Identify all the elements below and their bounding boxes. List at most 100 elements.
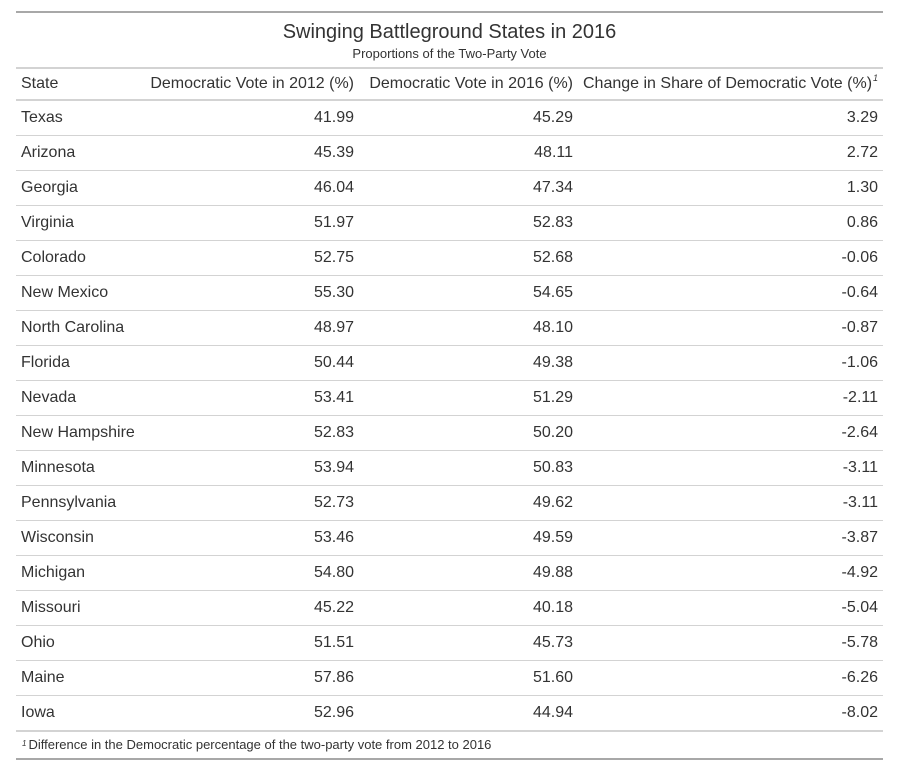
cell-state: Iowa: [16, 695, 140, 732]
cell-change: -5.78: [578, 625, 883, 661]
cell-dem-2016: 49.62: [359, 485, 578, 521]
cell-dem-2016: 49.88: [359, 555, 578, 591]
table-heading: Swinging Battleground States in 2016 Pro…: [16, 11, 883, 69]
cell-change: -1.06: [578, 345, 883, 381]
cell-state: Minnesota: [16, 450, 140, 486]
cell-change: -0.06: [578, 240, 883, 276]
cell-dem-2012: 57.86: [140, 660, 359, 696]
table-row: Missouri 45.22 40.18 -5.04: [16, 590, 883, 626]
cell-state: Arizona: [16, 135, 140, 171]
column-header-dem-2012: Democratic Vote in 2012 (%): [140, 69, 359, 101]
results-table: State Democratic Vote in 2012 (%) Democr…: [16, 69, 883, 732]
cell-dem-2016: 52.83: [359, 205, 578, 241]
cell-dem-2016: 40.18: [359, 590, 578, 626]
cell-dem-2012: 52.83: [140, 415, 359, 451]
cell-change: -0.64: [578, 275, 883, 311]
cell-change: -2.64: [578, 415, 883, 451]
cell-dem-2016: 45.73: [359, 625, 578, 661]
footnote-marker: 1: [873, 73, 879, 83]
cell-change: -3.11: [578, 450, 883, 486]
cell-change: -3.11: [578, 485, 883, 521]
cell-state: Ohio: [16, 625, 140, 661]
cell-dem-2012: 45.39: [140, 135, 359, 171]
cell-state: Georgia: [16, 170, 140, 206]
cell-dem-2012: 46.04: [140, 170, 359, 206]
column-header-dem-2016: Democratic Vote in 2016 (%): [359, 69, 578, 101]
column-header-state: State: [16, 69, 140, 101]
cell-dem-2012: 41.99: [140, 100, 359, 136]
table-row: New Hampshire 52.83 50.20 -2.64: [16, 415, 883, 451]
cell-dem-2016: 47.34: [359, 170, 578, 206]
cell-dem-2012: 54.80: [140, 555, 359, 591]
cell-change: -4.92: [578, 555, 883, 591]
cell-change: 3.29: [578, 100, 883, 136]
cell-state: Texas: [16, 100, 140, 136]
cell-dem-2016: 49.38: [359, 345, 578, 381]
table-row: Ohio 51.51 45.73 -5.78: [16, 625, 883, 661]
cell-state: New Mexico: [16, 275, 140, 311]
table-row: Georgia 46.04 47.34 1.30: [16, 170, 883, 206]
cell-dem-2012: 53.94: [140, 450, 359, 486]
cell-dem-2012: 52.73: [140, 485, 359, 521]
cell-dem-2016: 48.10: [359, 310, 578, 346]
cell-state: New Hampshire: [16, 415, 140, 451]
cell-change: 0.86: [578, 205, 883, 241]
cell-change: -5.04: [578, 590, 883, 626]
cell-dem-2016: 51.29: [359, 380, 578, 416]
cell-dem-2012: 50.44: [140, 345, 359, 381]
cell-state: Nevada: [16, 380, 140, 416]
table-row: Virginia 51.97 52.83 0.86: [16, 205, 883, 241]
table-row: Colorado 52.75 52.68 -0.06: [16, 240, 883, 276]
cell-dem-2012: 53.46: [140, 520, 359, 556]
table-title: Swinging Battleground States in 2016: [282, 21, 617, 43]
table-row: Minnesota 53.94 50.83 -3.11: [16, 450, 883, 486]
table-subtitle: Proportions of the Two-Party Vote: [352, 46, 547, 61]
cell-change: 2.72: [578, 135, 883, 171]
cell-change: -6.26: [578, 660, 883, 696]
cell-change: -2.11: [578, 380, 883, 416]
cell-dem-2016: 50.83: [359, 450, 578, 486]
cell-state: Maine: [16, 660, 140, 696]
column-header-row: State Democratic Vote in 2012 (%) Democr…: [16, 69, 883, 101]
table-row: Michigan 54.80 49.88 -4.92: [16, 555, 883, 591]
cell-state: Florida: [16, 345, 140, 381]
cell-dem-2012: 55.30: [140, 275, 359, 311]
table-row: North Carolina 48.97 48.10 -0.87: [16, 310, 883, 346]
table-row: Maine 57.86 51.60 -6.26: [16, 660, 883, 696]
cell-change: 1.30: [578, 170, 883, 206]
cell-state: Michigan: [16, 555, 140, 591]
cell-state: Pennsylvania: [16, 485, 140, 521]
cell-state: Missouri: [16, 590, 140, 626]
cell-dem-2012: 51.97: [140, 205, 359, 241]
cell-change: -3.87: [578, 520, 883, 556]
table-row: Nevada 53.41 51.29 -2.11: [16, 380, 883, 416]
table-row: Arizona 45.39 48.11 2.72: [16, 135, 883, 171]
cell-dem-2012: 52.75: [140, 240, 359, 276]
table-row: Wisconsin 53.46 49.59 -3.87: [16, 520, 883, 556]
cell-dem-2012: 51.51: [140, 625, 359, 661]
battleground-table-container: Swinging Battleground States in 2016 Pro…: [16, 11, 883, 760]
cell-change: -0.87: [578, 310, 883, 346]
cell-dem-2016: 49.59: [359, 520, 578, 556]
table-row: Texas 41.99 45.29 3.29: [16, 100, 883, 136]
footnote-text: Difference in the Democratic percentage …: [28, 737, 492, 752]
cell-state: North Carolina: [16, 310, 140, 346]
column-header-change: Change in Share of Democratic Vote (%)1: [578, 69, 883, 101]
cell-state: Colorado: [16, 240, 140, 276]
table-row: Florida 50.44 49.38 -1.06: [16, 345, 883, 381]
table-footnote: 1 Difference in the Democratic percentage…: [16, 732, 883, 760]
cell-dem-2012: 45.22: [140, 590, 359, 626]
column-header-change-label: Change in Share of Democratic Vote (%): [583, 75, 873, 92]
cell-dem-2016: 51.60: [359, 660, 578, 696]
cell-state: Wisconsin: [16, 520, 140, 556]
footnote-marker: 1: [22, 739, 27, 748]
cell-change: -8.02: [578, 695, 883, 732]
cell-dem-2016: 44.94: [359, 695, 578, 732]
table-row: New Mexico 55.30 54.65 -0.64: [16, 275, 883, 311]
table-body: Texas 41.99 45.29 3.29 Arizona 45.39 48.11 2.7…: [16, 100, 883, 732]
cell-state: Virginia: [16, 205, 140, 241]
cell-dem-2012: 53.41: [140, 380, 359, 416]
cell-dem-2016: 52.68: [359, 240, 578, 276]
cell-dem-2016: 45.29: [359, 100, 578, 136]
cell-dem-2016: 54.65: [359, 275, 578, 311]
